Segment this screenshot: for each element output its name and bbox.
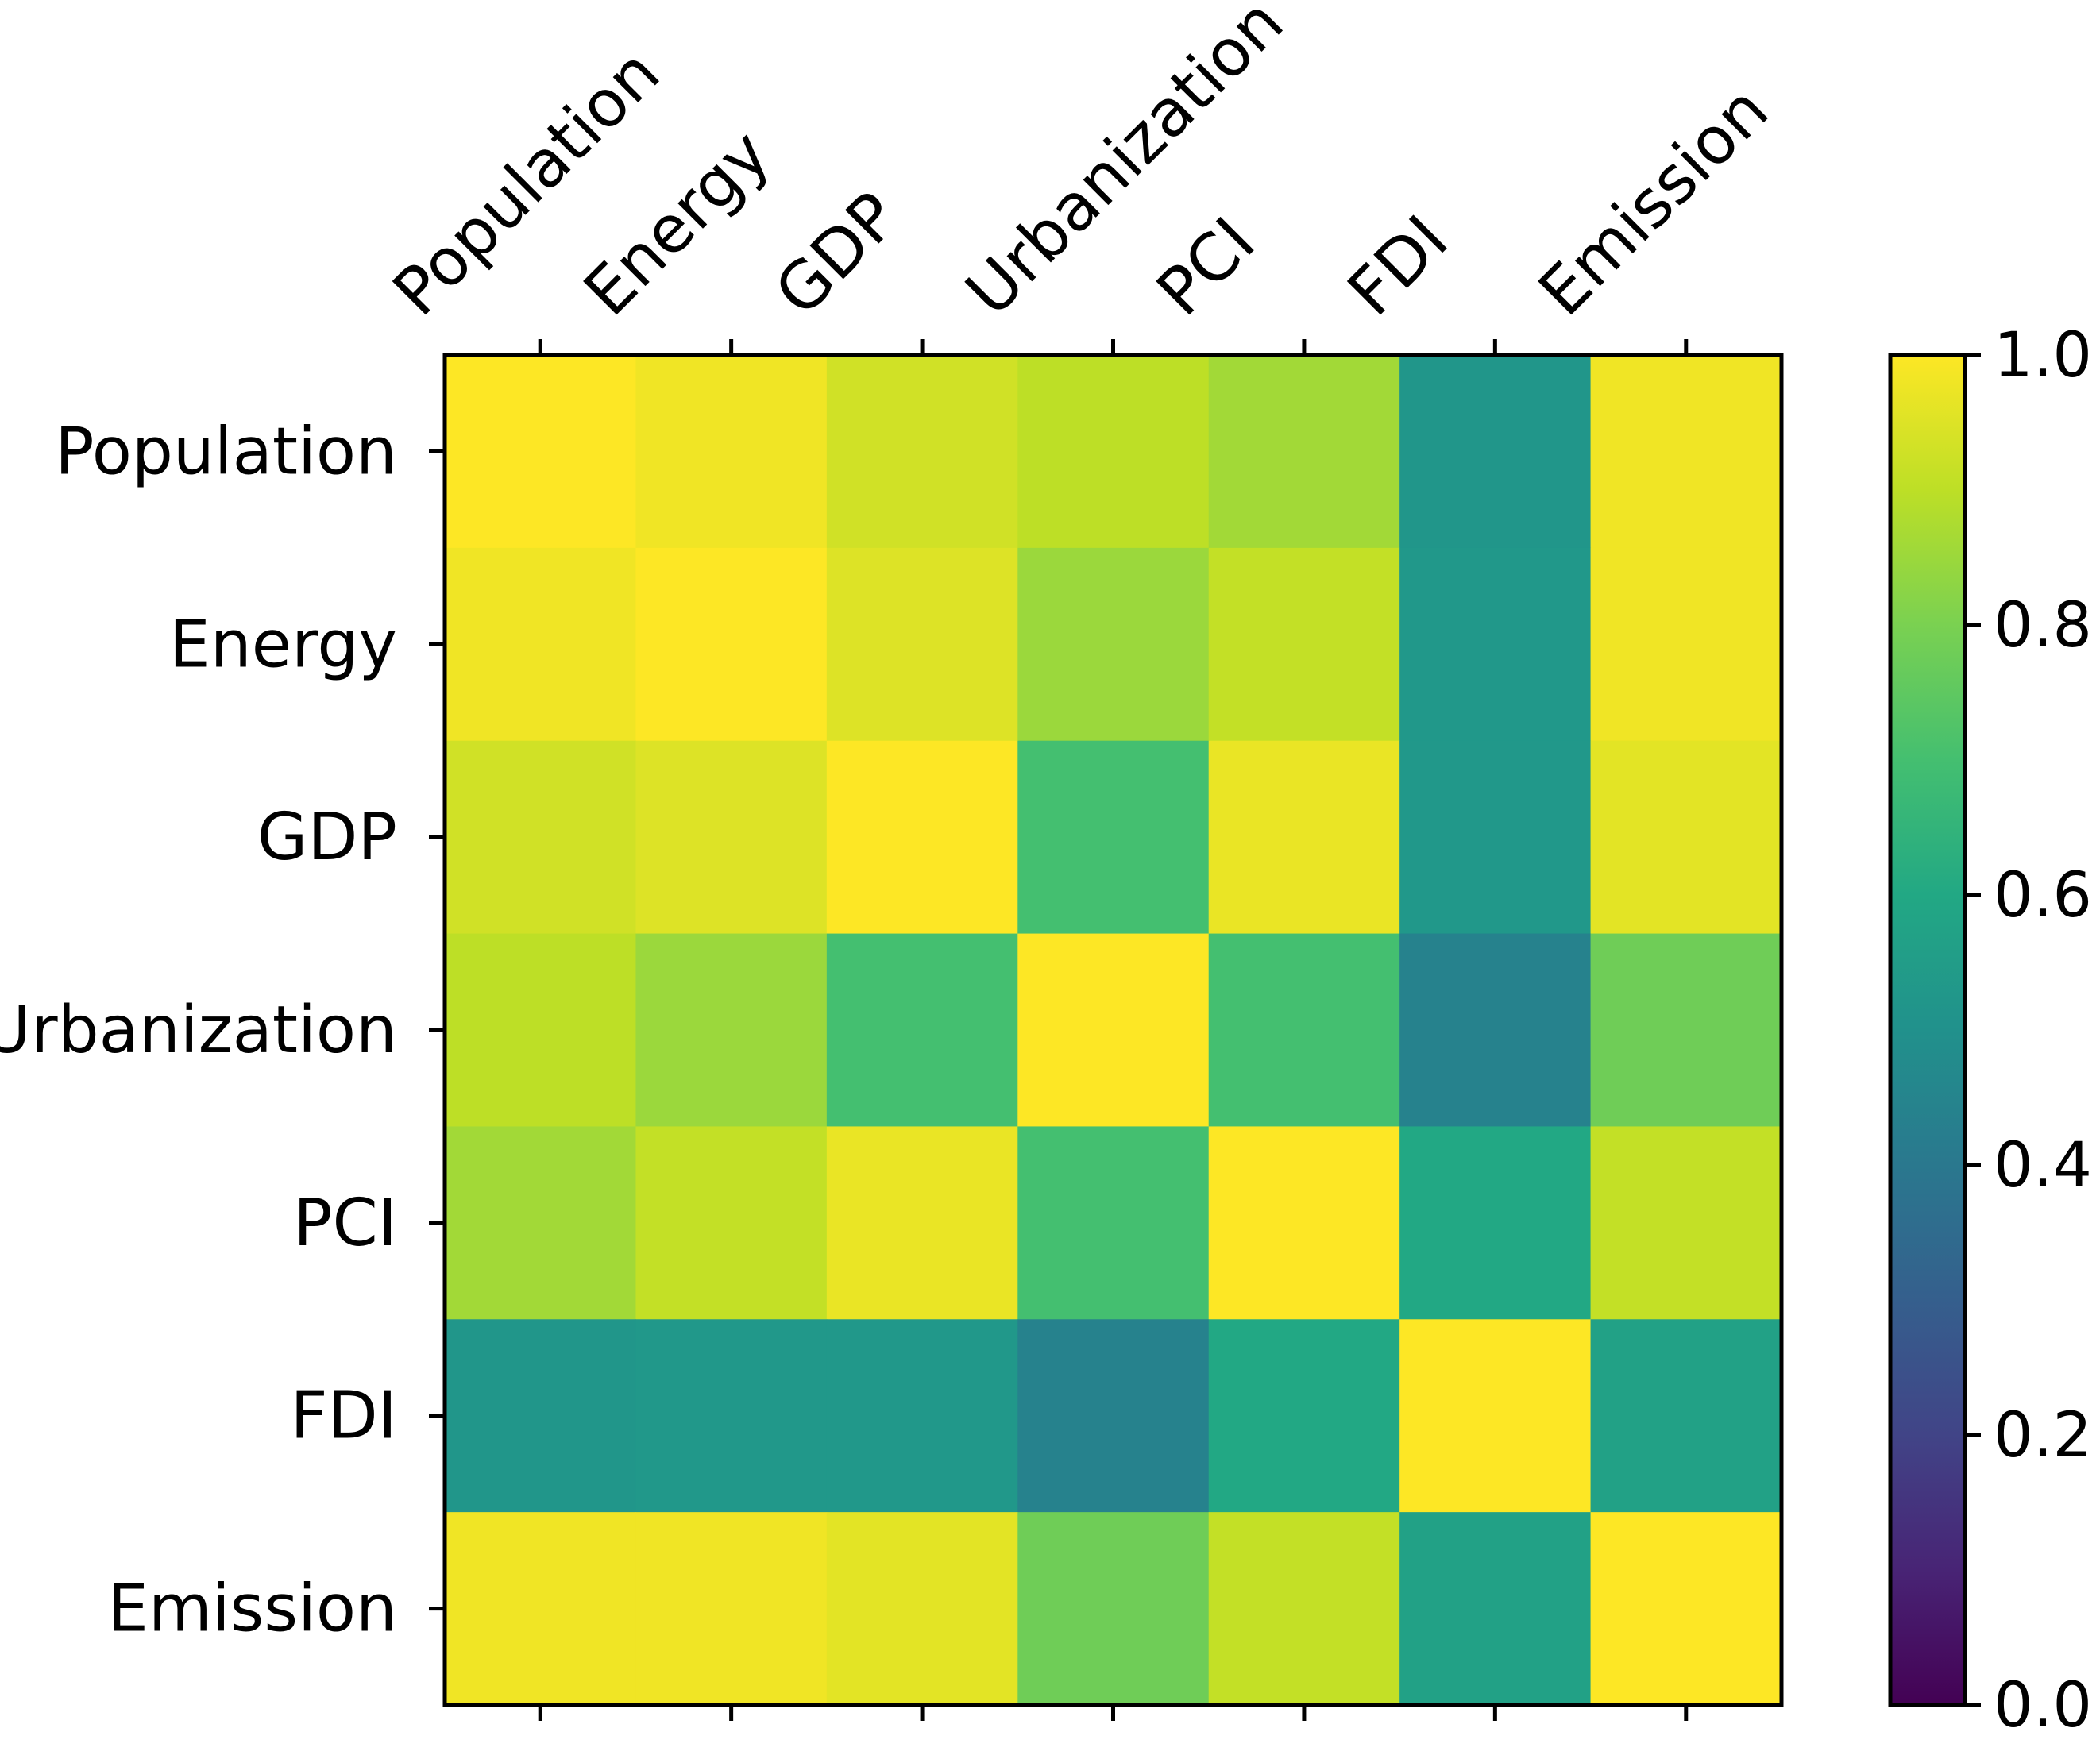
heatmap-cell — [1017, 1512, 1210, 1706]
heatmap-cell — [1208, 740, 1400, 935]
y-tick-label: FDI — [291, 1379, 398, 1454]
heatmap-cell — [1208, 547, 1400, 742]
heatmap-cell — [1590, 355, 1782, 549]
y-axis-labels: Population Energy GDP Urbanization PCI FDI Emi… — [0, 414, 397, 1646]
heatmap-cell — [1399, 355, 1592, 549]
heatmap-cell — [635, 355, 828, 549]
heatmap-cell — [1017, 355, 1210, 549]
heatmap-cell — [1208, 1126, 1400, 1320]
heatmap-cell — [635, 1319, 828, 1513]
x-tick-label: Emission — [1525, 72, 1783, 330]
heatmap-cell — [635, 1512, 828, 1706]
heatmap-cell — [635, 547, 828, 742]
heatmap-cell — [1208, 355, 1400, 549]
heatmap-cell — [1399, 740, 1592, 935]
heatmap-cell — [445, 933, 636, 1127]
heatmap-cell — [635, 1126, 828, 1320]
colorbar-tick-label: 0.4 — [1994, 1130, 2092, 1202]
heatmap-cell — [1017, 1126, 1210, 1320]
heatmap-cell — [1590, 1512, 1782, 1706]
heatmap-cells — [445, 355, 1782, 1706]
heatmap-cell — [1590, 933, 1782, 1127]
y-tick-label: Emission — [107, 1572, 397, 1647]
heatmap-cell — [826, 933, 1018, 1127]
heatmap-cell — [1399, 933, 1592, 1127]
heatmap-cell — [445, 740, 636, 935]
heatmap-cell — [445, 547, 636, 742]
heatmap-cell — [635, 933, 828, 1127]
heatmap-cell — [826, 1319, 1018, 1513]
heatmap-cell — [445, 355, 636, 549]
heatmap-cell — [1590, 740, 1782, 935]
colorbar-tick-label: 0.8 — [1994, 590, 2092, 662]
x-tick-label: PCI — [1143, 203, 1270, 330]
axis-ticks — [429, 339, 1689, 1721]
heatmap-cell — [1399, 1126, 1592, 1320]
colorbar-gradient — [1888, 353, 1967, 1707]
heatmap-cell — [635, 740, 828, 935]
heatmap-cell — [826, 547, 1018, 742]
y-tick-label: Energy — [169, 607, 397, 682]
y-tick-label: Population — [55, 414, 397, 489]
y-tick-label: Urbanization — [0, 993, 397, 1068]
heatmap-cell — [445, 1512, 636, 1706]
heatmap-cell — [826, 1512, 1018, 1706]
heatmap-cell — [1399, 1319, 1592, 1513]
heatmap-cell — [1590, 1126, 1782, 1320]
heatmap-cell — [1017, 547, 1210, 742]
heatmap-cell — [445, 1126, 636, 1320]
heatmap-cell — [1590, 547, 1782, 742]
heatmap-cell — [1399, 547, 1592, 742]
heatmap-cell — [826, 355, 1018, 549]
y-tick-label: GDP — [257, 800, 397, 875]
x-tick-label: FDI — [1334, 202, 1462, 330]
heatmap-cell — [1017, 1319, 1210, 1513]
heatmap-cell — [1017, 740, 1210, 935]
colorbar-tick-label: 1.0 — [1994, 320, 2092, 392]
heatmap-cell — [1208, 1512, 1400, 1706]
x-tick-label: GDP — [761, 178, 913, 330]
y-tick-label: PCI — [293, 1186, 397, 1261]
heatmap-cell — [1590, 1319, 1782, 1513]
colorbar-tick-label: 0.0 — [1994, 1670, 2092, 1742]
colorbar-ticks: 0.0 0.2 0.4 0.6 0.8 1.0 — [1965, 320, 2092, 1742]
heatmap-cell — [1208, 933, 1400, 1127]
x-tick-label: Urbanization — [952, 0, 1298, 330]
heatmap-cell — [826, 1126, 1018, 1320]
heatmap-cell — [1208, 1319, 1400, 1513]
colorbar-tick-label: 0.2 — [1994, 1400, 2092, 1472]
heatmap-cell — [445, 1319, 636, 1513]
colorbar-tick-label: 0.6 — [1994, 860, 2092, 932]
colorbar: 0.0 0.2 0.4 0.6 0.8 1.0 — [1888, 320, 2092, 1742]
heatmap-cell — [1017, 933, 1210, 1127]
heatmap-cell — [826, 740, 1018, 935]
heatmap-cell — [1399, 1512, 1592, 1706]
